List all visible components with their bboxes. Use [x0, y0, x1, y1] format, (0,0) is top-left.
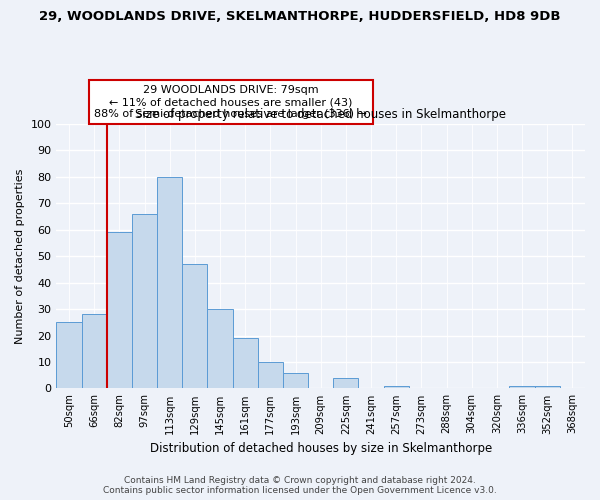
- Y-axis label: Number of detached properties: Number of detached properties: [15, 168, 25, 344]
- Bar: [258, 362, 283, 388]
- Title: Size of property relative to detached houses in Skelmanthorpe: Size of property relative to detached ho…: [135, 108, 506, 122]
- Bar: [208, 309, 233, 388]
- Bar: [383, 386, 409, 388]
- Bar: [132, 214, 157, 388]
- Bar: [182, 264, 208, 388]
- Bar: [107, 232, 132, 388]
- Bar: [333, 378, 358, 388]
- Bar: [509, 386, 535, 388]
- Bar: [157, 177, 182, 388]
- Bar: [535, 386, 560, 388]
- Text: Contains HM Land Registry data © Crown copyright and database right 2024.
Contai: Contains HM Land Registry data © Crown c…: [103, 476, 497, 495]
- Text: 29, WOODLANDS DRIVE, SKELMANTHORPE, HUDDERSFIELD, HD8 9DB: 29, WOODLANDS DRIVE, SKELMANTHORPE, HUDD…: [39, 10, 561, 23]
- Bar: [82, 314, 107, 388]
- X-axis label: Distribution of detached houses by size in Skelmanthorpe: Distribution of detached houses by size …: [149, 442, 492, 455]
- Bar: [283, 372, 308, 388]
- Bar: [233, 338, 258, 388]
- Bar: [56, 322, 82, 388]
- Text: 29 WOODLANDS DRIVE: 79sqm
← 11% of detached houses are smaller (43)
88% of semi-: 29 WOODLANDS DRIVE: 79sqm ← 11% of detac…: [94, 86, 367, 118]
